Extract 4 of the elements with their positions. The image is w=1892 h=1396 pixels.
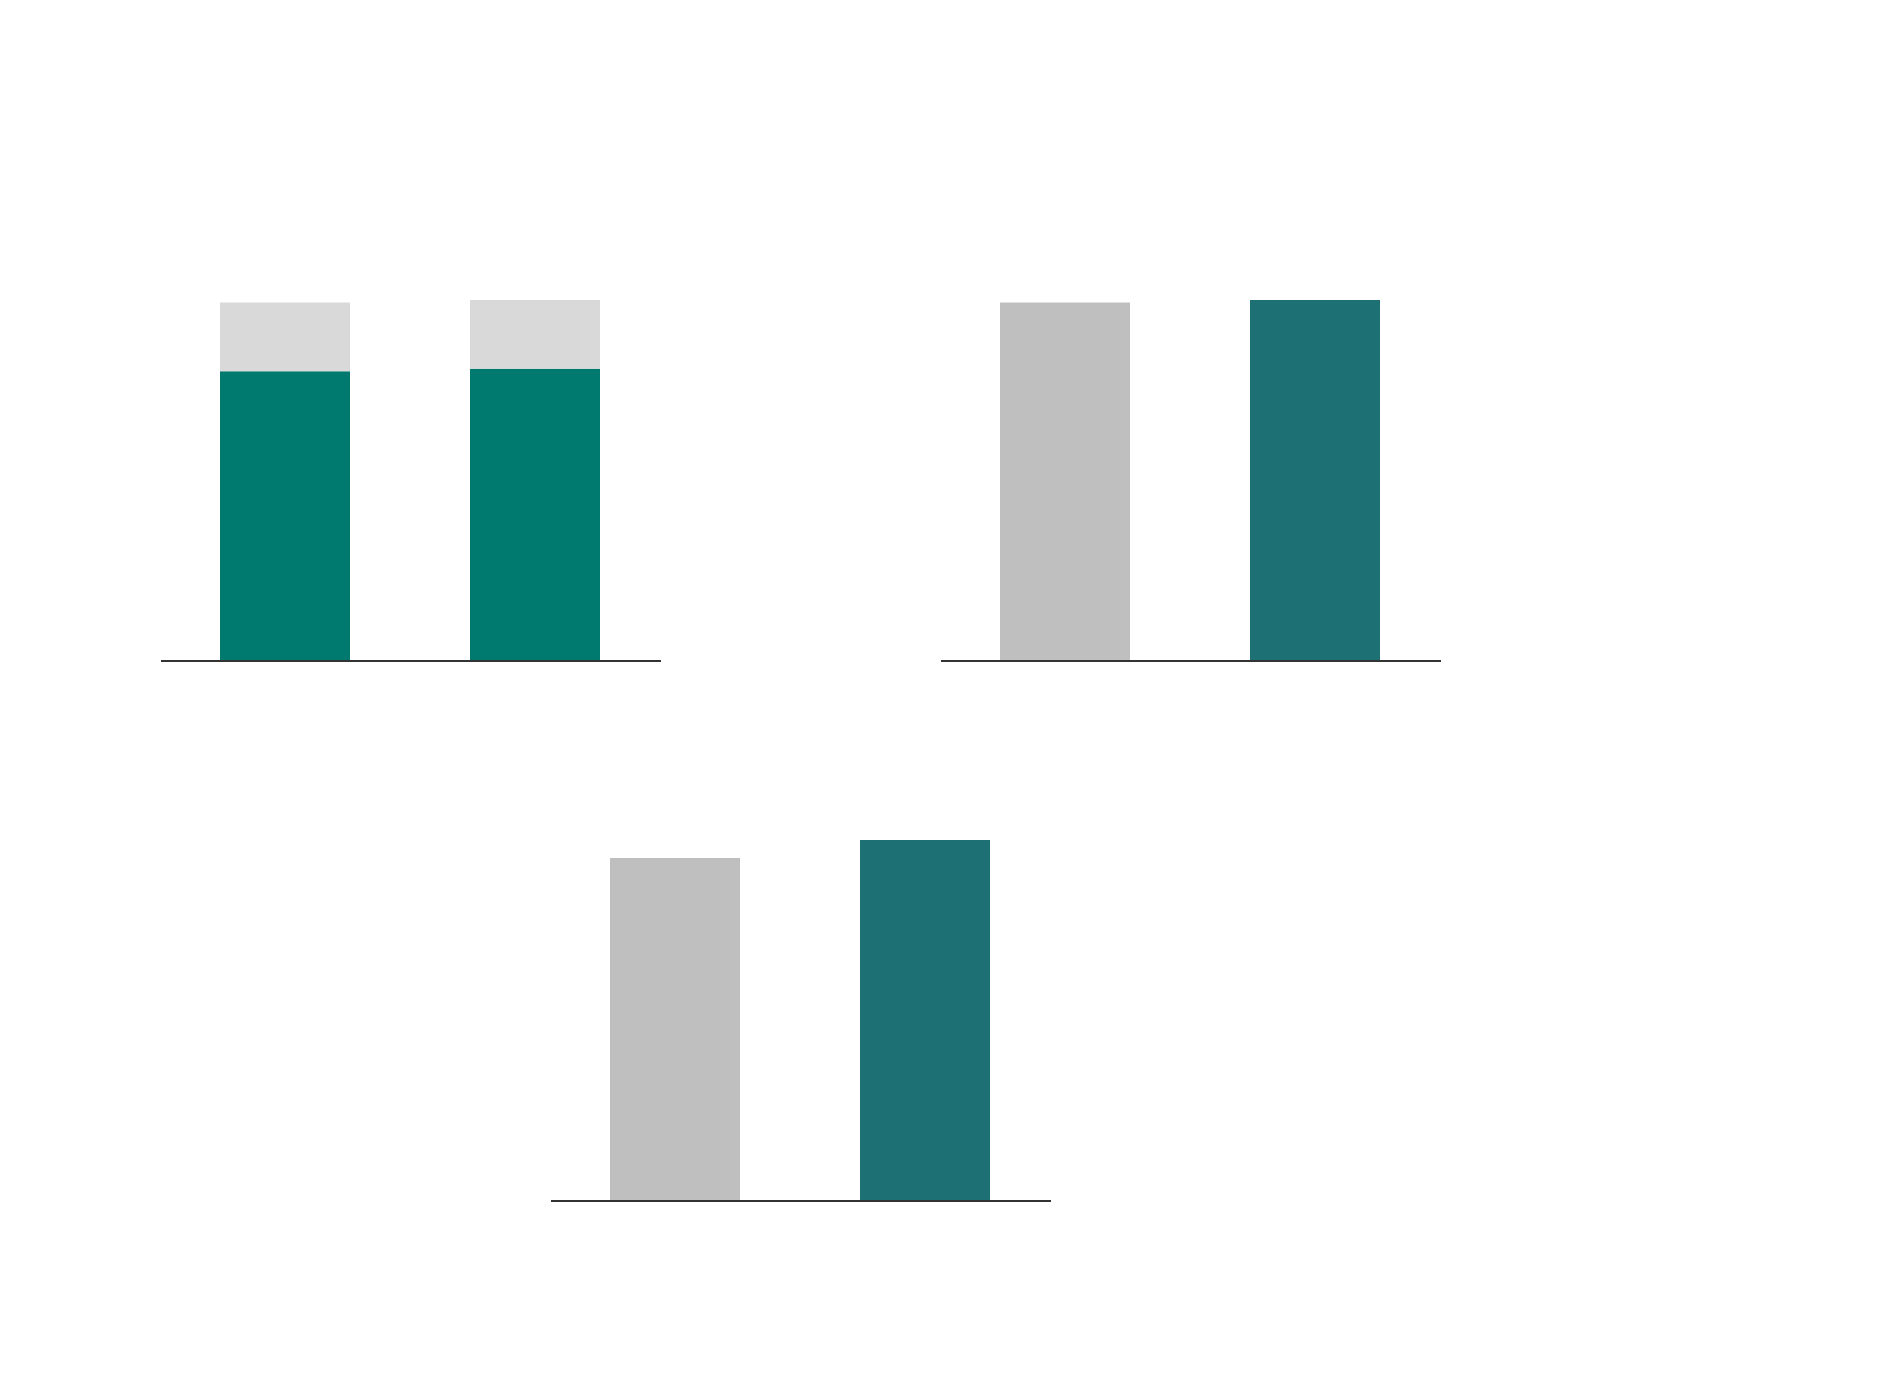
bar xyxy=(470,368,600,660)
bar xyxy=(220,302,350,372)
bar xyxy=(470,300,600,369)
bar xyxy=(220,371,350,660)
